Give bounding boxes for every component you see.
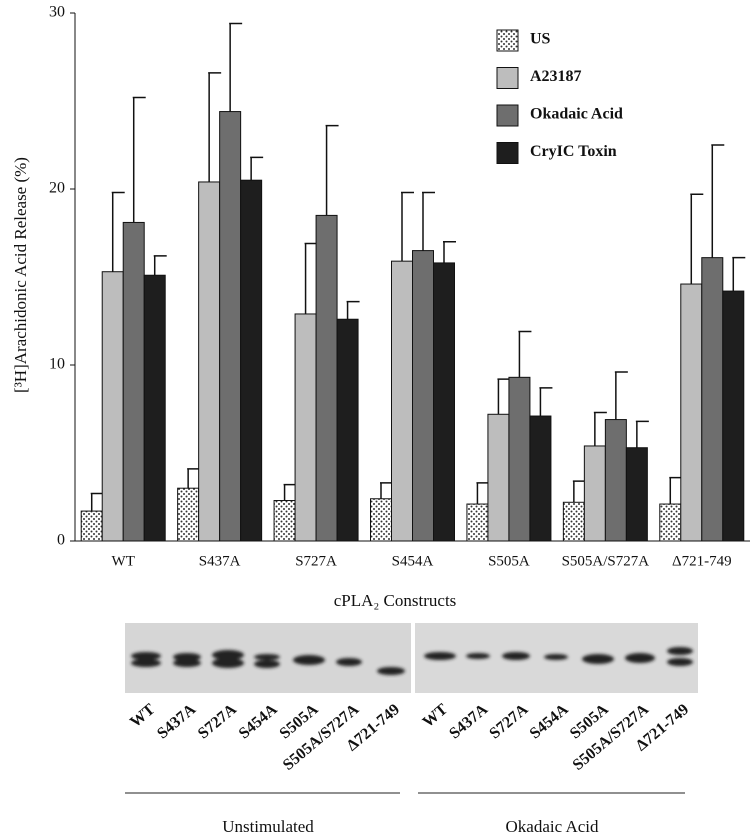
error-bar	[635, 420, 649, 448]
error-bar	[614, 371, 628, 420]
error-bar	[401, 191, 414, 262]
lane-label: S727A	[195, 701, 240, 743]
error-bar	[732, 256, 746, 292]
error-bar	[497, 378, 511, 415]
bar	[177, 487, 200, 542]
error-bar	[304, 242, 318, 314]
bar	[487, 413, 510, 542]
legend-swatch	[496, 142, 519, 164]
bar	[101, 271, 124, 542]
bar	[722, 290, 745, 542]
lane-label: WT	[127, 701, 159, 731]
legend-label: US	[530, 31, 551, 48]
bar	[508, 376, 531, 542]
y-tick-label: 20	[49, 180, 65, 197]
bar	[273, 500, 296, 542]
lane-label: WT	[420, 701, 452, 731]
error-bar	[153, 255, 167, 276]
bar	[391, 260, 413, 542]
error-bar	[422, 191, 435, 251]
lane-label: S454A	[527, 701, 572, 743]
error-bar	[380, 482, 393, 499]
legend-swatch	[496, 67, 519, 89]
x-tick-label: S454A	[392, 553, 434, 569]
bar	[80, 510, 103, 542]
x-axis-label: cPLA₂ Constructs	[334, 591, 457, 610]
error-bar	[518, 330, 532, 378]
bar	[583, 445, 606, 542]
bar	[143, 274, 166, 542]
bar	[466, 503, 489, 542]
error-bar	[283, 483, 297, 501]
y-tick-label: 10	[49, 356, 65, 373]
x-tick-label: S437A	[199, 553, 241, 569]
error-bar	[346, 300, 360, 320]
error-bar	[187, 468, 201, 489]
bar	[529, 415, 552, 542]
bar	[412, 250, 434, 542]
lane-label: S437A	[446, 701, 491, 743]
error-bar	[690, 193, 704, 285]
error-bar	[325, 124, 339, 216]
x-tick-label: S727A	[295, 553, 337, 569]
legend-swatch	[496, 104, 519, 127]
bar	[604, 419, 627, 542]
x-tick-label: Δ721-749	[672, 553, 732, 569]
error-bar	[476, 482, 490, 505]
x-tick-label: WT	[112, 553, 135, 569]
legend-swatch	[496, 29, 519, 52]
error-bar	[132, 96, 146, 223]
x-tick-label: S505A/S727A	[562, 553, 650, 569]
error-bar	[443, 241, 456, 263]
y-tick-label: 30	[49, 4, 65, 21]
y-axis-label: [³H]Arachidonic Acid Release (%)	[11, 157, 30, 393]
bar	[315, 214, 338, 542]
bar	[240, 179, 263, 542]
bar	[370, 498, 392, 542]
lane-label: S437A	[154, 701, 199, 743]
bar	[562, 501, 585, 542]
bar	[198, 181, 221, 542]
y-tick-label: 0	[57, 532, 65, 549]
error-bar	[711, 144, 725, 258]
bar	[625, 447, 648, 542]
bar	[336, 318, 359, 542]
legend-label: CryIC Toxin	[530, 143, 617, 160]
error-bar	[229, 22, 243, 112]
blot	[125, 623, 698, 794]
lane-label: S454A	[236, 701, 281, 743]
bar	[294, 313, 317, 542]
bar	[433, 262, 455, 542]
error-bar	[208, 72, 222, 182]
error-bar	[572, 480, 586, 503]
blot-bands	[131, 647, 693, 675]
group-label: Okadaic Acid	[506, 817, 599, 836]
bar	[680, 283, 703, 542]
bar	[659, 503, 682, 542]
error-bar	[669, 476, 683, 505]
error-bar	[90, 492, 104, 512]
legend-label: Okadaic Acid	[530, 106, 623, 123]
bar	[122, 221, 145, 542]
legend-label: A23187	[530, 68, 582, 85]
group-label: Unstimulated	[222, 817, 314, 836]
error-bar	[539, 387, 553, 417]
lane-label: S727A	[486, 701, 531, 743]
error-bar	[593, 411, 607, 446]
x-tick-label: S505A	[488, 553, 530, 569]
error-bar	[250, 156, 264, 181]
bar	[219, 111, 242, 542]
error-bar	[111, 191, 125, 272]
bar	[701, 257, 724, 542]
